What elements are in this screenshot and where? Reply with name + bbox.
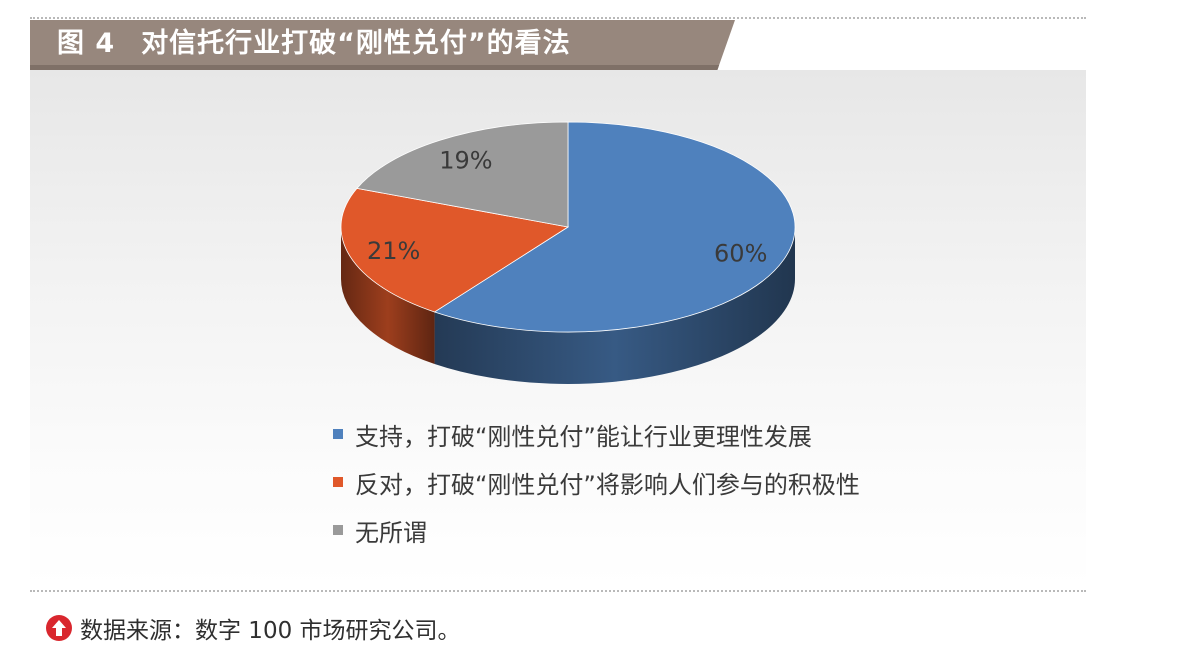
slice-2-value-label: 21% — [367, 237, 420, 265]
slice-1-top — [433, 121, 796, 333]
legend-swatch — [333, 429, 343, 439]
source-note: 数据来源：数字 100 市场研究公司。 — [46, 612, 461, 644]
slice-2-side — [341, 227, 435, 364]
bottom-dotted-rule — [30, 590, 1086, 592]
legend-item-2: 反对，打破“刚性兑付”将影响人们参与的积极性 — [333, 458, 860, 506]
legend-label: 无所谓 — [355, 518, 427, 547]
slice-1-side — [434, 227, 795, 384]
top-dotted-rule — [30, 17, 1086, 19]
legend-label: 支持，打破“刚性兑付”能让行业更理性发展 — [355, 422, 812, 451]
slice-3-top — [356, 121, 569, 228]
legend-swatch — [333, 477, 343, 487]
pie-labels: 60% 21% 19% — [367, 146, 767, 267]
slice-1-value-label: 60% — [714, 239, 767, 267]
slice-3-value-label: 19% — [439, 146, 492, 174]
figure-title-text: 对信托行业打破“刚性兑付”的看法 — [141, 28, 571, 59]
legend: 支持，打破“刚性兑付”能让行业更理性发展反对，打破“刚性兑付”将影响人们参与的积… — [333, 410, 860, 554]
pie-tops — [340, 121, 796, 333]
legend-item-3: 无所谓 — [333, 506, 860, 554]
slice-2-top — [340, 187, 570, 313]
source-text: 数据来源：数字 100 市场研究公司。 — [80, 618, 461, 644]
legend-item-1: 支持，打破“刚性兑付”能让行业更理性发展 — [333, 410, 860, 458]
figure-title: 图 4 对信托行业打破“刚性兑付”的看法 — [57, 22, 571, 66]
legend-swatch — [333, 525, 343, 535]
pie-sides — [341, 227, 795, 384]
title-band — [30, 20, 735, 70]
legend-label: 反对，打破“刚性兑付”将影响人们参与的积极性 — [355, 470, 860, 499]
up-arrow-circle-icon — [46, 615, 72, 641]
figure-number: 图 4 — [57, 28, 116, 59]
